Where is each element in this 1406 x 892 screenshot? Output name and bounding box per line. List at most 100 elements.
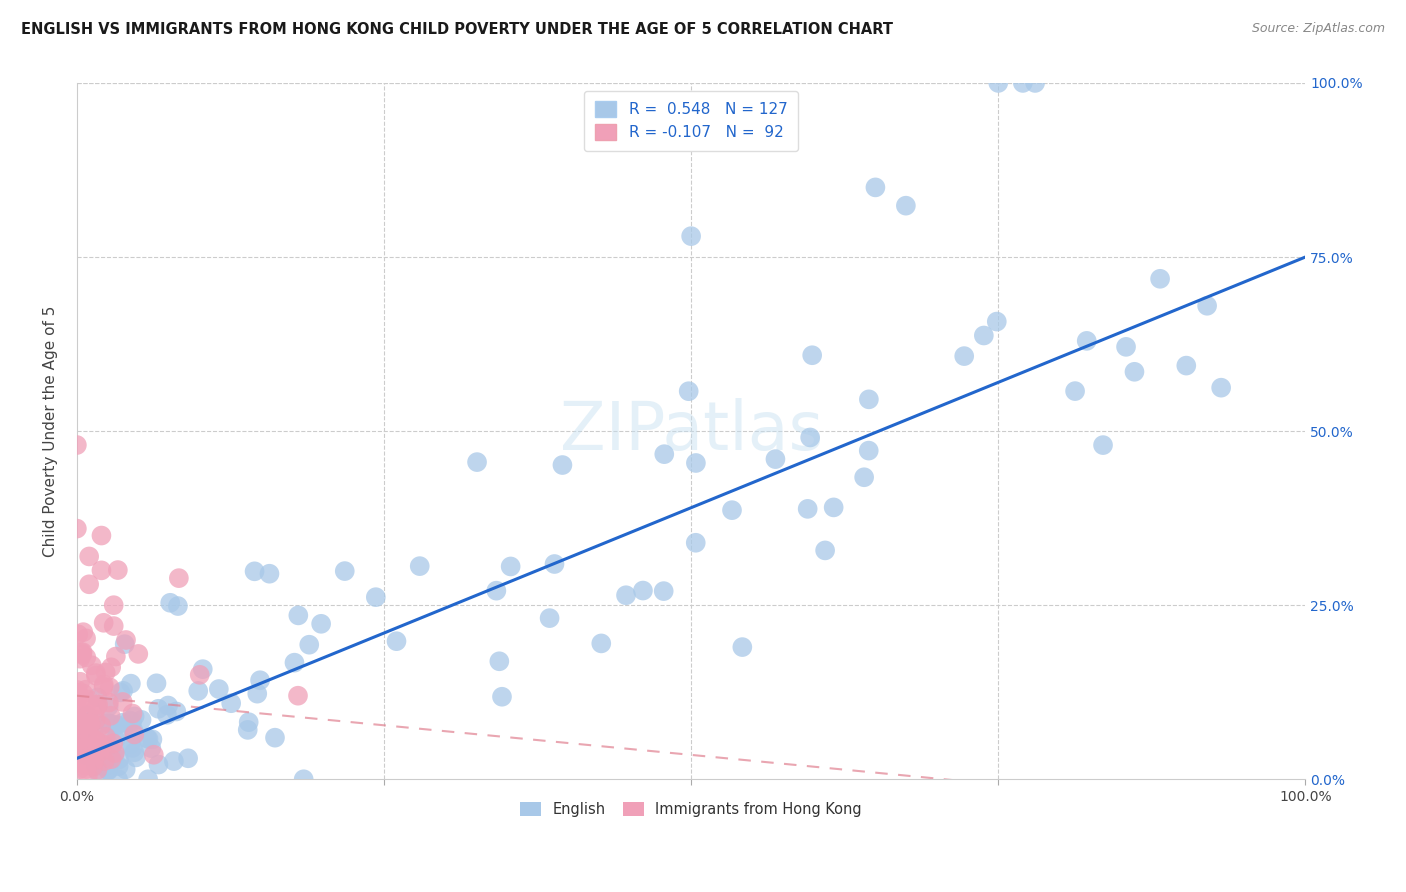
Point: [93, 754, 115, 768]
Point: [364, 590, 387, 604]
Point: [1076, 334, 1098, 348]
Point: [98, 739, 121, 753]
Point: [98, 681, 121, 695]
Point: [87, 698, 110, 712]
Point: [120, 676, 142, 690]
Point: [107, 772, 129, 787]
Point: [110, 685, 132, 699]
Point: [165, 705, 187, 719]
Point: [652, 447, 675, 461]
Point: [67, 627, 90, 641]
Point: [121, 706, 143, 721]
Point: [333, 564, 356, 578]
Point: [75, 753, 97, 767]
Point: [90, 744, 112, 758]
Point: [167, 571, 190, 585]
Point: [69, 651, 91, 665]
Point: [122, 723, 145, 738]
Point: [159, 596, 181, 610]
Point: [73, 716, 96, 731]
Point: [83, 732, 105, 747]
Point: [191, 662, 214, 676]
Point: [69, 756, 91, 770]
Point: [82, 733, 104, 747]
Point: [75, 758, 97, 772]
Point: [721, 503, 744, 517]
Point: [167, 599, 190, 613]
Point: [75, 762, 97, 776]
Point: [82, 747, 104, 762]
Point: [66, 699, 89, 714]
Point: [409, 559, 432, 574]
Point: [799, 430, 821, 444]
Point: [114, 637, 136, 651]
Point: [287, 608, 309, 623]
Point: [103, 736, 125, 750]
Point: [141, 741, 163, 756]
Point: [485, 583, 508, 598]
Point: [385, 634, 408, 648]
Point: [823, 500, 845, 515]
Point: [953, 349, 976, 363]
Point: [264, 731, 287, 745]
Point: [76, 708, 98, 723]
Point: [70, 646, 93, 660]
Point: [83, 754, 105, 768]
Point: [90, 718, 112, 732]
Point: [973, 328, 995, 343]
Point: [121, 741, 143, 756]
Point: [765, 452, 787, 467]
Point: [70, 708, 93, 723]
Text: ENGLISH VS IMMIGRANTS FROM HONG KONG CHILD POVERTY UNDER THE AGE OF 5 CORRELATIO: ENGLISH VS IMMIGRANTS FROM HONG KONG CHI…: [21, 22, 893, 37]
Point: [287, 689, 309, 703]
Point: [177, 751, 200, 765]
Point: [84, 701, 107, 715]
Point: [69, 752, 91, 766]
Point: [97, 699, 120, 714]
Point: [987, 76, 1010, 90]
Point: [188, 668, 211, 682]
Point: [84, 713, 107, 727]
Point: [814, 543, 837, 558]
Point: [76, 769, 98, 783]
Point: [591, 636, 613, 650]
Point: [80, 718, 103, 732]
Point: [121, 714, 143, 729]
Point: [87, 739, 110, 753]
Point: [114, 763, 136, 777]
Point: [465, 455, 488, 469]
Point: [67, 731, 90, 746]
Point: [127, 647, 149, 661]
Point: [86, 690, 108, 705]
Point: [97, 729, 120, 743]
Point: [93, 678, 115, 692]
Point: [77, 577, 100, 591]
Point: [865, 180, 887, 194]
Point: [69, 717, 91, 731]
Point: [104, 649, 127, 664]
Point: [491, 690, 513, 704]
Point: [89, 767, 111, 781]
Point: [89, 744, 111, 758]
Point: [614, 588, 637, 602]
Point: [249, 673, 271, 688]
Point: [104, 732, 127, 747]
Point: [70, 648, 93, 662]
Point: [80, 658, 103, 673]
Point: [75, 747, 97, 762]
Point: [79, 716, 101, 731]
Point: [75, 728, 97, 742]
Point: [107, 563, 129, 577]
Point: [685, 456, 707, 470]
Point: [94, 759, 117, 773]
Point: [93, 615, 115, 630]
Point: [292, 772, 315, 787]
Point: [246, 687, 269, 701]
Point: [69, 762, 91, 776]
Point: [67, 686, 90, 700]
Point: [90, 528, 112, 542]
Point: [238, 715, 260, 730]
Point: [69, 674, 91, 689]
Point: [97, 763, 120, 777]
Point: [75, 682, 97, 697]
